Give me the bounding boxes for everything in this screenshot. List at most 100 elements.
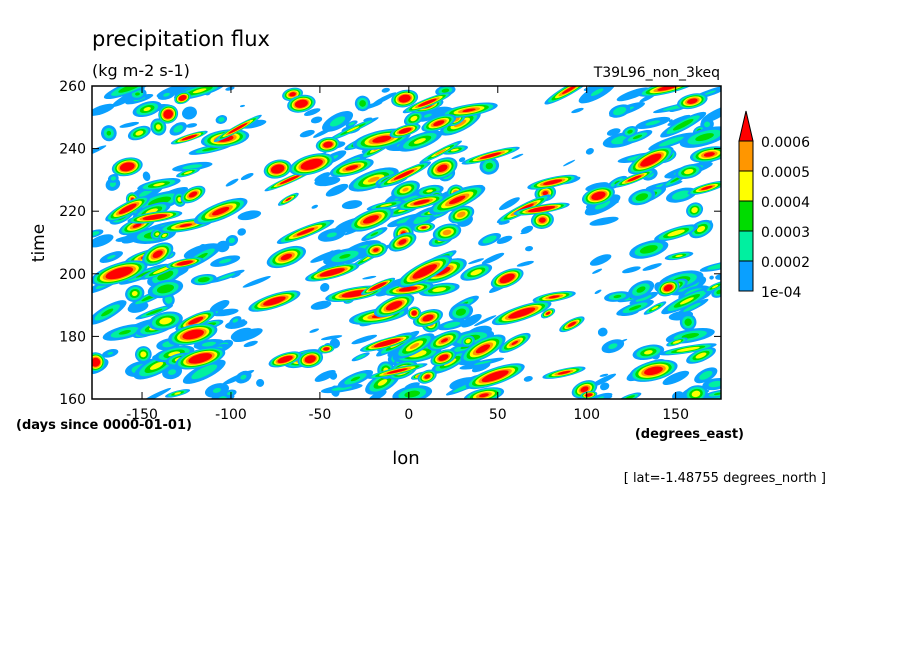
y-axis-label: time [29, 224, 49, 262]
rain-cell [419, 140, 463, 164]
rain-cell [92, 300, 127, 325]
rain-cell [239, 104, 245, 108]
rain-cell [516, 260, 534, 267]
slice-note: [ lat=-1.48755 degrees_north ] [624, 471, 826, 486]
legend-label: 0.0002 [761, 255, 810, 271]
rain-cell [169, 122, 187, 136]
plot-frame [91, 85, 722, 400]
legend-swatch [738, 200, 754, 232]
rain-cell [511, 153, 524, 160]
rain-cell [105, 196, 150, 222]
rain-cell [168, 323, 218, 346]
rain-cell [703, 389, 721, 399]
rain-cell [498, 220, 510, 225]
rain-cell [687, 180, 721, 195]
rain-cell [616, 87, 650, 102]
rain-cell [391, 89, 419, 108]
rain-cell [540, 308, 556, 319]
legend-swatch [738, 260, 754, 292]
x-tick-label: 0 [404, 407, 413, 423]
rain-cell [92, 103, 115, 116]
rain-cell [689, 146, 721, 163]
legend-label: 0.0005 [761, 165, 810, 181]
rain-cell [613, 169, 656, 188]
rain-cell [667, 114, 691, 126]
rain-cell [111, 157, 143, 177]
rain-cell [175, 310, 217, 332]
rain-cell [102, 323, 147, 341]
rain-cell [643, 301, 667, 315]
rain-cell [465, 363, 525, 390]
rain-cell [382, 282, 434, 297]
rain-cell [439, 111, 481, 136]
rain-cell [363, 117, 373, 122]
rain-cell [458, 157, 466, 163]
rain-cell [417, 369, 437, 384]
rain-cell [563, 159, 576, 167]
rain-cell [165, 389, 191, 398]
rain-cell [172, 161, 213, 172]
rain-cell [361, 227, 388, 242]
rain-cell [209, 299, 230, 313]
rain-cell [210, 255, 241, 267]
x-tick-label: 100 [573, 407, 600, 423]
precipitation-field [92, 86, 721, 399]
rain-cell [175, 347, 226, 370]
rain-cell [309, 328, 320, 333]
rain-cell [150, 118, 167, 136]
rain-cell [627, 280, 655, 299]
rain-cell [341, 200, 363, 210]
rain-cell [491, 300, 552, 326]
rain-cell [200, 129, 250, 148]
rain-cell [437, 319, 467, 331]
rain-cell [448, 303, 474, 321]
rain-cell [318, 344, 335, 354]
rain-cell [381, 87, 390, 93]
rain-cell [237, 228, 246, 236]
x-axis: -150 -100 -50 0 50 100 150 [126, 86, 689, 423]
rain-cell [263, 159, 292, 179]
rain-cell [240, 173, 254, 181]
rain-cell [532, 290, 576, 303]
rain-cell [182, 359, 226, 384]
rain-cell [599, 382, 610, 391]
rain-cell [542, 366, 586, 379]
rain-cell [142, 171, 151, 181]
rain-cell [581, 186, 615, 206]
rain-cell [391, 180, 420, 199]
rain-cell [599, 373, 609, 377]
rain-cell [441, 145, 468, 155]
rain-cell [403, 110, 424, 127]
rain-cell [314, 172, 331, 182]
rain-cell [364, 242, 388, 258]
rain-cell [440, 102, 498, 119]
rain-cell [397, 255, 453, 288]
x-tick-label: -50 [308, 407, 331, 423]
rain-cell [322, 111, 354, 132]
rain-cell [320, 383, 363, 394]
rain-cell [460, 263, 493, 281]
rain-cell [664, 251, 694, 261]
legend-swatch [738, 230, 754, 262]
rain-cell [287, 94, 316, 113]
y-axis: 160 180 200 220 240 260 [59, 79, 721, 408]
rain-cell [632, 344, 665, 361]
rain-cell [225, 178, 239, 187]
rain-cell [523, 376, 533, 382]
legend-label: 0.0003 [761, 225, 810, 241]
rain-cell [498, 332, 531, 353]
rain-cell [174, 91, 191, 105]
rain-cell [589, 216, 619, 226]
rain-cell [479, 157, 500, 175]
rain-cell [107, 174, 119, 183]
rain-cell [190, 274, 217, 286]
rain-cell [702, 377, 721, 391]
rain-cell [325, 183, 349, 197]
plot-area [91, 85, 722, 400]
rain-cell [694, 367, 718, 384]
rain-cell [362, 275, 377, 280]
rain-cell [158, 230, 171, 240]
rain-cell [481, 252, 505, 265]
rain-cell [662, 370, 690, 386]
rain-cell [337, 369, 374, 388]
